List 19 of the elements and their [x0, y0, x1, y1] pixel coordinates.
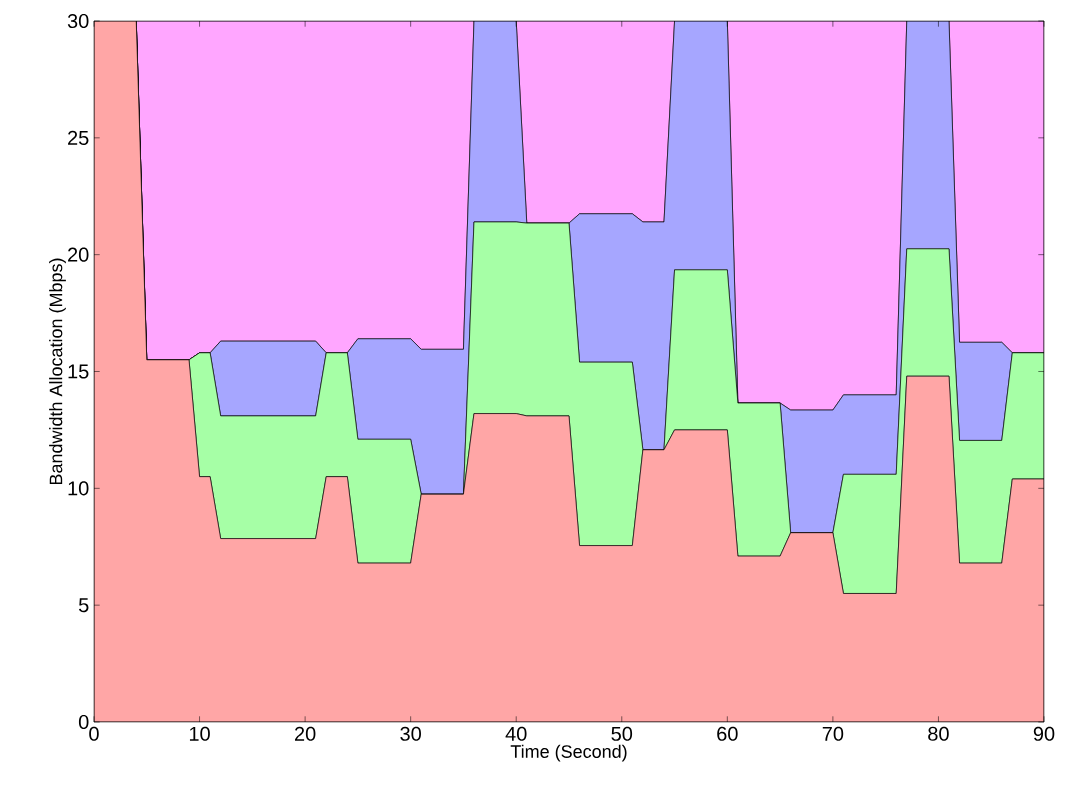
x-tick-label: 20 — [294, 726, 316, 741]
x-axis-title: Time (Second) — [510, 744, 627, 762]
y-tick-label: 10 — [68, 481, 89, 496]
x-tick-label: 40 — [505, 726, 527, 741]
y-tick-label: 25 — [68, 130, 89, 145]
y-tick-label: 5 — [78, 598, 89, 613]
x-tick-label: 80 — [928, 726, 949, 741]
x-tick-label: 10 — [189, 726, 210, 741]
y-tick-label: 0 — [78, 714, 89, 730]
x-tick-label: 90 — [1033, 726, 1055, 741]
x-tick-label: 70 — [822, 726, 844, 741]
x-tick-label: 0 — [89, 726, 99, 741]
x-tick-label: 60 — [717, 726, 738, 741]
y-tick-label: 30 — [67, 13, 89, 29]
x-tick-label: 30 — [400, 726, 421, 741]
x-tick-label: 50 — [611, 726, 633, 741]
y-tick-label: 15 — [68, 364, 89, 379]
y-axis-title: Bandwidth Allocation (Mbps) — [49, 258, 66, 485]
y-tick-label: 20 — [68, 247, 89, 262]
